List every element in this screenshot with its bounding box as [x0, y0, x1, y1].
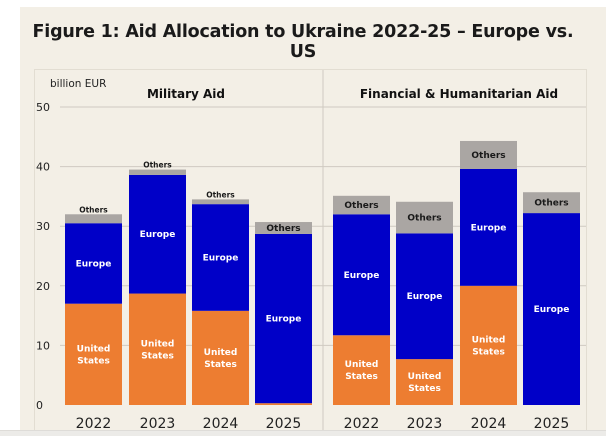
- segment-label: States: [408, 384, 441, 394]
- bar-stack: United States Europe Others: [65, 205, 122, 405]
- segment-label: Europe: [140, 230, 176, 240]
- bar-segment-europe: [396, 233, 453, 360]
- bar-segment-others: [396, 201, 453, 234]
- segment-label: Others: [206, 190, 235, 199]
- bar-stack: Europe Others: [255, 222, 312, 405]
- y-tick-label: 10: [36, 339, 50, 352]
- segment-label: Europe: [471, 223, 507, 233]
- segment-label: Europe: [203, 253, 239, 263]
- segment-label: United: [408, 372, 442, 382]
- segment-label: States: [204, 360, 237, 370]
- bars: United States Europe Others United States Euro…: [65, 140, 580, 405]
- segment-label: Others: [143, 161, 172, 170]
- bar-segment-united-states: [192, 310, 249, 405]
- chart-frame: [34, 69, 587, 431]
- y-tick-label: 50: [36, 101, 50, 114]
- bar-segment-others: [65, 214, 122, 224]
- x-tick-label: 2022: [344, 416, 380, 432]
- segment-label: Europe: [344, 271, 380, 281]
- bar-segment-others: [255, 222, 312, 234]
- x-tick-label: 2023: [140, 416, 176, 432]
- y-axis-unit-label: billion EUR: [50, 78, 106, 90]
- x-tick-label: 2025: [266, 416, 302, 432]
- bar-segment-united-states: [333, 335, 390, 405]
- bar-segment-united-states: [460, 285, 517, 405]
- segment-label: States: [77, 356, 110, 366]
- y-tick-label: 20: [36, 280, 50, 293]
- segment-label: Europe: [76, 259, 112, 269]
- bar-stack: United States Europe Others: [192, 190, 249, 405]
- bar-segment-europe: [65, 223, 122, 304]
- bar-segment-others: [192, 199, 249, 205]
- panel-title: Military Aid: [147, 87, 225, 101]
- bar-segment-others: [460, 140, 517, 169]
- segment-label: Others: [344, 201, 378, 211]
- bar-stack: United States Europe Others: [333, 195, 390, 405]
- segment-label: Europe: [266, 315, 302, 325]
- bottom-strip: [0, 430, 606, 436]
- bar-segment-europe: [129, 174, 186, 294]
- panel-title: Financial & Humanitarian Aid: [360, 87, 558, 101]
- bar-segment-others: [523, 192, 580, 214]
- segment-label: Others: [471, 151, 505, 161]
- bar-segment-united-states: [255, 403, 312, 405]
- segment-label: Others: [534, 199, 568, 209]
- bar-segment-others: [129, 169, 186, 175]
- y-tick-label: 0: [36, 399, 43, 412]
- y-tick-label: 40: [36, 161, 50, 174]
- bar-segment-europe: [523, 213, 580, 405]
- bar-segment-united-states: [65, 303, 122, 405]
- panel-titles: Military Aid Financial & Humanitarian Aid: [147, 87, 558, 101]
- y-axis-ticks: 0 10 20 30 40 50: [36, 101, 50, 412]
- bar-stack: United States Europe Others: [460, 140, 517, 405]
- segment-label: United: [204, 348, 238, 358]
- segment-label: United: [141, 339, 175, 349]
- segment-label: Others: [266, 224, 300, 234]
- x-tick-label: 2024: [471, 416, 507, 432]
- segment-label: United: [77, 344, 111, 354]
- bar-segment-others: [333, 195, 390, 215]
- segment-label: United: [472, 335, 506, 345]
- bar-segment-europe: [192, 204, 249, 311]
- x-tick-label: 2025: [534, 416, 570, 432]
- bar-segment-europe: [333, 214, 390, 336]
- figure-title: Figure 1: Aid Allocation to Ukraine 2022…: [32, 22, 574, 62]
- segment-label: Europe: [407, 292, 443, 302]
- bar-segment-united-states: [129, 293, 186, 405]
- bar-segment-europe: [255, 233, 312, 404]
- segment-label: United: [345, 360, 379, 370]
- x-tick-label: 2024: [203, 416, 239, 432]
- bar-segment-united-states: [396, 359, 453, 405]
- x-tick-label: 2023: [407, 416, 443, 432]
- segment-label: Europe: [534, 305, 570, 315]
- segment-label: Others: [79, 205, 108, 214]
- bar-segment-europe: [460, 168, 517, 286]
- bar-stack: United States Europe Others: [129, 161, 186, 405]
- segment-label: States: [472, 347, 505, 357]
- segment-label: Others: [407, 214, 441, 224]
- segment-label: States: [345, 372, 378, 382]
- segment-label: States: [141, 351, 174, 361]
- y-tick-label: 30: [36, 220, 50, 233]
- x-axis-ticks: 2022 2023 2024 2025 2022 2023 2024 2025: [76, 416, 570, 432]
- bar-stack: Europe Others: [523, 192, 580, 405]
- bar-stack: United States Europe Others: [396, 201, 453, 405]
- x-tick-label: 2022: [76, 416, 112, 432]
